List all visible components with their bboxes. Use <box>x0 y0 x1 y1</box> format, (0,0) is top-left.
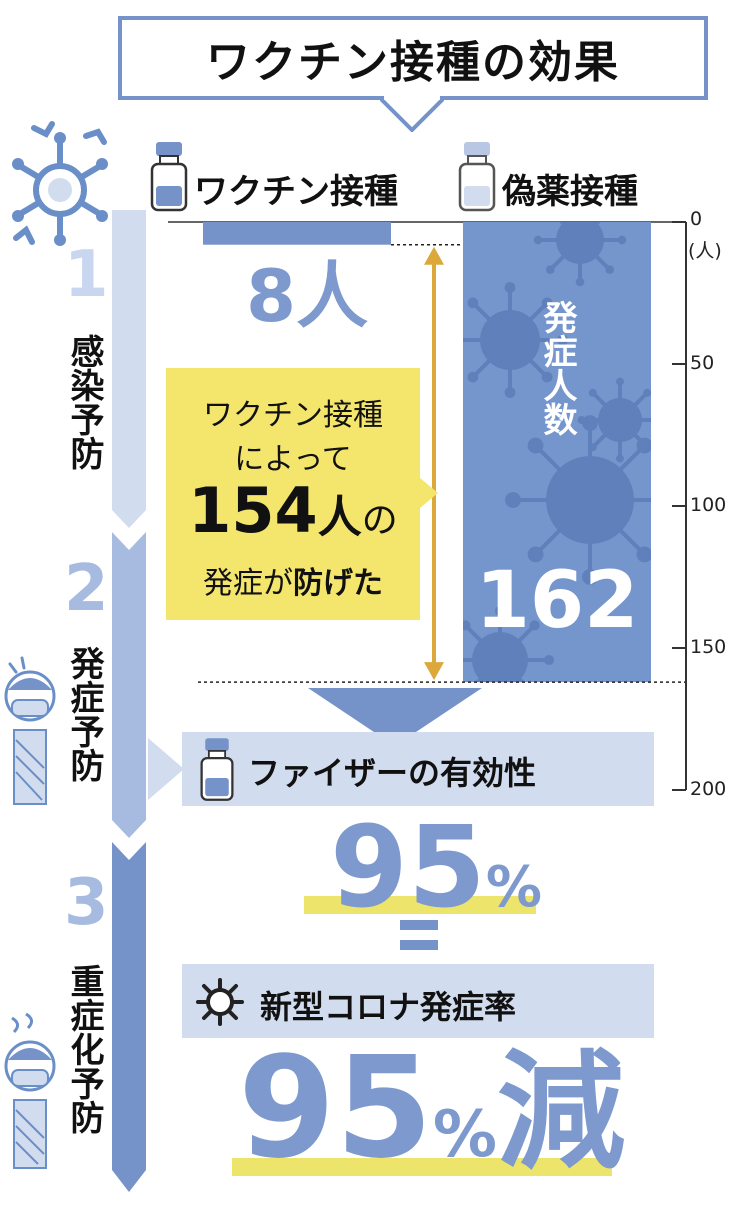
title-pointer <box>380 96 444 132</box>
virus-spike-tip <box>557 334 568 346</box>
virus-spike-tip <box>617 235 627 245</box>
virus-spike-tip <box>494 605 506 617</box>
virus-body <box>546 456 634 544</box>
bar-inner-label: 発症人数 <box>537 300 577 436</box>
virus-spike-tip <box>533 235 543 245</box>
y-tick-label: 150 <box>690 636 727 658</box>
stage-label-3: 重症化予防 <box>64 964 104 1134</box>
callout-line-4a: 発症が <box>203 566 293 601</box>
efficacy-band <box>182 732 654 806</box>
virus-body <box>472 632 528 683</box>
value-label-placebo: 162 <box>475 556 639 646</box>
callout-line-3: 154人の <box>166 474 420 547</box>
stage-label-1: 感染予防 <box>64 334 104 470</box>
vaccine-vial-icon <box>150 142 188 212</box>
value-label-vaccine: 8人 <box>246 254 369 338</box>
equals-sign-bottom <box>400 940 438 950</box>
virus-spike-tip <box>505 492 521 508</box>
virus-spike-tip <box>467 371 479 383</box>
virus-spike-tip <box>504 282 516 293</box>
vaccine-vial-icon <box>200 738 234 801</box>
stage-arrow <box>112 210 146 1192</box>
equals-sign-top <box>400 920 438 930</box>
placebo-vial-icon <box>458 142 496 212</box>
virus-spike-tip <box>545 265 555 275</box>
legend-vaccine: ワクチン接種 <box>194 172 398 212</box>
callout-line-2: によって <box>234 442 352 477</box>
bar-virus-decoration <box>446 194 663 714</box>
callout-number: 154 <box>188 474 318 547</box>
reduction-value: 95%減 <box>238 1027 625 1190</box>
callout-line-4b: 防げた <box>293 566 383 601</box>
legend-placebo: 偽薬接種 <box>502 172 638 212</box>
callout-unit: 人 <box>317 492 362 543</box>
chart-title: ワクチン接種の効果 <box>206 37 620 88</box>
stage-number-1: 1 <box>64 238 109 312</box>
highlight-bar <box>304 896 536 914</box>
efficacy-value: 95% <box>330 803 542 933</box>
virus-spike-tip <box>495 704 505 714</box>
virus-spike-tip <box>541 297 553 309</box>
y-tick-label: 50 <box>690 352 715 374</box>
callout-line-1: ワクチン接種 <box>203 398 383 433</box>
masked-person-icon <box>4 656 56 805</box>
virus-spike-tip <box>582 569 598 585</box>
virus-spike-tip <box>616 377 624 386</box>
virus-spike-tip <box>504 387 516 398</box>
y-tick-label: 200 <box>690 778 727 800</box>
virus-spike-tip <box>588 388 597 397</box>
funnel-arrow <box>308 688 482 746</box>
efficacy-label: ファイザーの有効性 <box>248 754 537 792</box>
callout-box: ワクチン接種 によって 154人の 発症が防げた <box>166 368 420 620</box>
virus-spike-tip <box>636 437 651 454</box>
masked-person-icon <box>4 1012 56 1169</box>
difference-arrowhead-top <box>424 246 444 265</box>
y-tick-label: 0 <box>690 208 703 230</box>
callout-line-4: 発症が防げた <box>166 558 420 602</box>
virus-body <box>480 310 540 370</box>
difference-arrowhead-bottom <box>424 662 444 681</box>
virus-spike-tip <box>543 654 555 666</box>
virus-spike-tip <box>446 655 456 665</box>
virus-icon <box>196 978 244 1026</box>
reduction-band <box>182 964 654 1038</box>
bar-vaccine <box>203 222 391 245</box>
virus-icon <box>12 121 108 246</box>
virus-spike-tip <box>575 277 585 287</box>
virus-spike-tip <box>643 388 651 397</box>
stage-number-3: 3 <box>64 866 109 940</box>
virus-spike-tip <box>541 371 553 383</box>
virus-spike-tip <box>605 206 614 215</box>
virus-body <box>556 222 604 264</box>
chart-area <box>168 194 687 791</box>
reduction-label: 新型コロナ発症率 <box>260 988 517 1026</box>
virus-spike-tip <box>452 335 463 346</box>
stage-number-2: 2 <box>64 552 109 626</box>
stage-label-2: 発症予防 <box>64 646 104 782</box>
title-box: ワクチン接種の効果 <box>118 16 708 100</box>
virus-spike-tip <box>467 297 479 309</box>
virus-spike-tip <box>616 454 624 463</box>
band-pointer <box>148 738 184 800</box>
highlight-bar <box>232 1158 612 1176</box>
virus-spike-tip <box>527 546 544 563</box>
virus-spike-tip <box>582 415 598 431</box>
virus-spike-tip <box>605 265 615 275</box>
callout-pointer <box>420 478 438 508</box>
y-tick-label: 100 <box>690 494 727 516</box>
virus-spike-tip <box>636 546 651 563</box>
virus-spike-tip <box>529 620 540 631</box>
virus-spike-tip <box>576 194 585 203</box>
callout-particle: の <box>361 500 398 541</box>
virus-body <box>598 398 642 442</box>
virus-spike-tip <box>530 690 540 700</box>
virus-spike-tip <box>463 620 471 631</box>
y-ticks <box>672 221 686 791</box>
virus-spike-tip <box>527 437 544 454</box>
y-axis-unit: (人) <box>688 240 722 262</box>
virus-spike-tip <box>655 416 663 424</box>
virus-spike-tip <box>546 206 555 215</box>
